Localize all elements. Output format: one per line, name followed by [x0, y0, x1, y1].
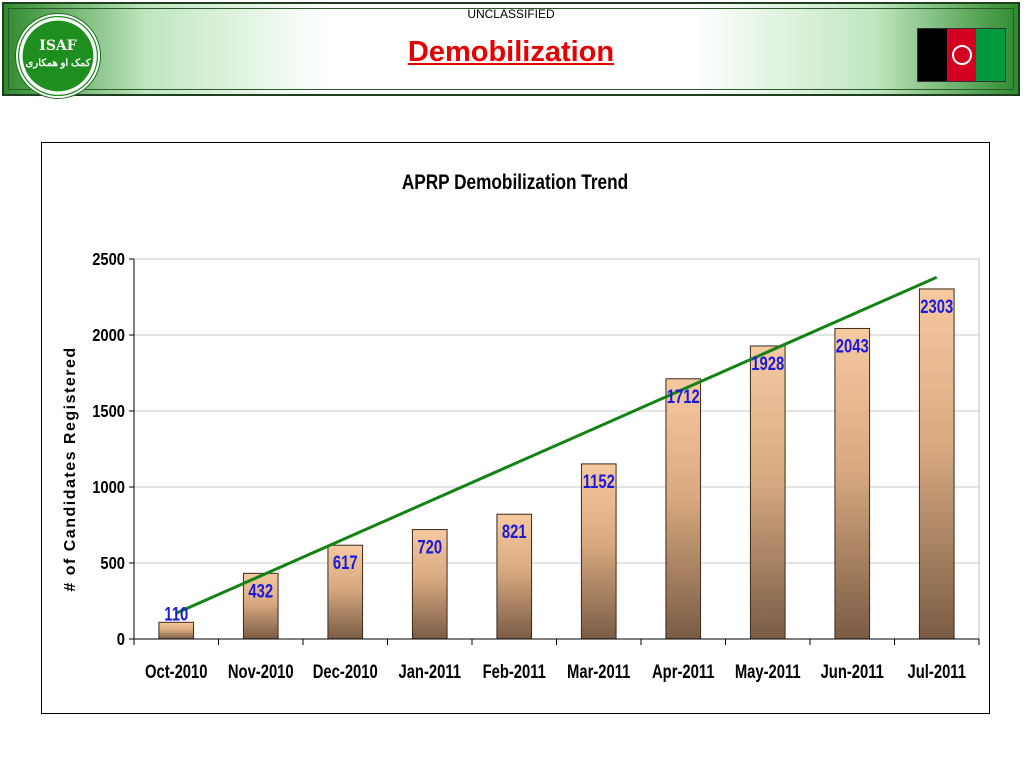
flag-stripe-red [947, 29, 976, 81]
bar [327, 544, 364, 640]
isaf-logo-subtext: کمک او همکاری [25, 58, 91, 69]
value-label: 1152 [583, 471, 615, 492]
bar-chart: APRP Demobilization Trend # of Candidate… [62, 172, 980, 683]
x-tick-label: Jun-2011 [821, 661, 884, 682]
bar [918, 288, 955, 640]
trendline-group [175, 275, 938, 615]
labels-group: 0 500 1000 1500 2000 2500 Oct-2010 Nov-2010 Dec-… [92, 250, 966, 683]
trendline [175, 275, 938, 615]
header-banner: UNCLASSIFIED Demobilization ISAF کمک او … [2, 2, 1020, 96]
value-label: 1712 [667, 386, 700, 407]
banner-inner-border [8, 8, 1014, 90]
x-tick-label: Nov-2010 [228, 661, 294, 682]
isaf-logo-icon: ISAF کمک او همکاری [18, 16, 98, 96]
bar [411, 529, 448, 640]
axes-group [129, 258, 980, 645]
x-tick-label: Apr-2011 [652, 661, 715, 682]
bar [242, 572, 279, 640]
y-tick-label: 1000 [92, 478, 125, 498]
bars-group [158, 288, 955, 640]
afghanistan-flag-icon [917, 28, 1006, 82]
x-tick-label: Dec-2010 [313, 661, 378, 682]
value-label: 432 [248, 581, 273, 602]
flag-stripe-black [918, 29, 947, 81]
y-tick-label: 2000 [92, 326, 125, 346]
y-tick-label: 1500 [92, 402, 125, 422]
y-tick-label: 500 [100, 554, 125, 574]
value-label: 110 [164, 604, 188, 625]
y-tick-label: 0 [117, 630, 125, 650]
bar [158, 621, 195, 640]
value-label: 617 [333, 552, 358, 573]
x-tick-label: May-2011 [735, 661, 801, 682]
value-label: 720 [417, 537, 442, 558]
chart-title: APRP Demobilization Trend [402, 172, 628, 195]
value-label: 1928 [751, 353, 784, 374]
y-axis-label: # of Candidates Registered [62, 346, 79, 591]
bar [834, 327, 871, 640]
y-tick-label: 2500 [92, 250, 125, 270]
x-tick-label: Mar-2011 [567, 661, 630, 682]
x-tick-label: Feb-2011 [483, 661, 546, 682]
page-title: Demobilization [407, 36, 615, 68]
bar [580, 463, 617, 640]
bar [496, 513, 533, 640]
value-label: 2043 [836, 336, 869, 357]
x-tick-label: Jul-2011 [908, 661, 966, 682]
flag-emblem-icon [951, 45, 972, 65]
flag-stripe-green [976, 29, 1005, 81]
value-label: 2303 [920, 296, 953, 317]
bar [665, 378, 702, 640]
bar [749, 345, 786, 640]
x-tick-label: Jan-2011 [398, 661, 461, 682]
x-tick-label: Oct-2010 [145, 661, 208, 682]
chart-frame: APRP Demobilization Trend # of Candidate… [41, 142, 990, 714]
value-label: 821 [502, 521, 527, 542]
isaf-logo-text: ISAF [39, 38, 77, 54]
classification-label: UNCLASSIFIED [467, 7, 555, 21]
